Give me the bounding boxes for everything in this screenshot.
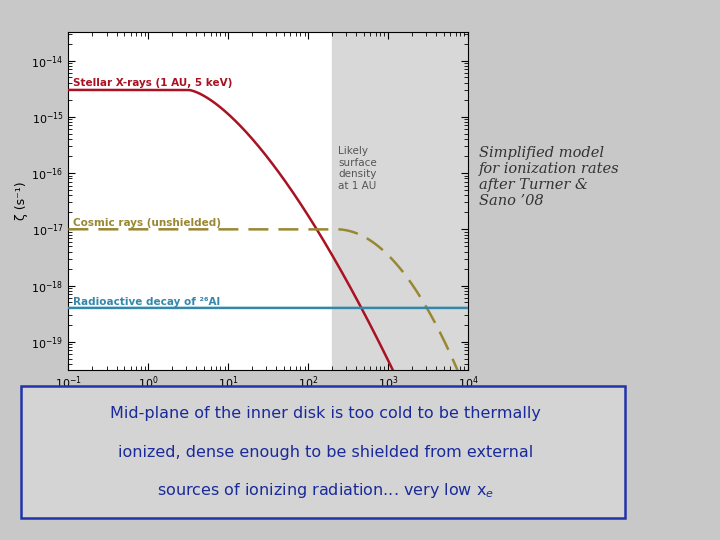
Text: Likely
surface
density
at 1 AU: Likely surface density at 1 AU	[338, 146, 377, 191]
Text: Simplified model
for ionization rates
after Turner &
Sano ’08: Simplified model for ionization rates af…	[479, 146, 619, 208]
Text: ionized, dense enough to be shielded from external: ionized, dense enough to be shielded fro…	[118, 445, 534, 460]
Text: sources of ionizing radiation... very low x$_e$: sources of ionizing radiation... very lo…	[157, 481, 495, 501]
X-axis label: ΔΣ (g cm⁻²): ΔΣ (g cm⁻²)	[232, 397, 305, 410]
Text: Radioactive decay of ²⁶Al: Radioactive decay of ²⁶Al	[73, 296, 220, 307]
FancyBboxPatch shape	[21, 387, 625, 518]
Text: Mid-plane of the inner disk is too cold to be thermally: Mid-plane of the inner disk is too cold …	[110, 406, 541, 421]
Text: Cosmic rays (unshielded): Cosmic rays (unshielded)	[73, 218, 221, 228]
Text: Stellar X-rays (1 AU, 5 keV): Stellar X-rays (1 AU, 5 keV)	[73, 78, 233, 89]
Y-axis label: ζ (s⁻¹): ζ (s⁻¹)	[15, 182, 29, 220]
